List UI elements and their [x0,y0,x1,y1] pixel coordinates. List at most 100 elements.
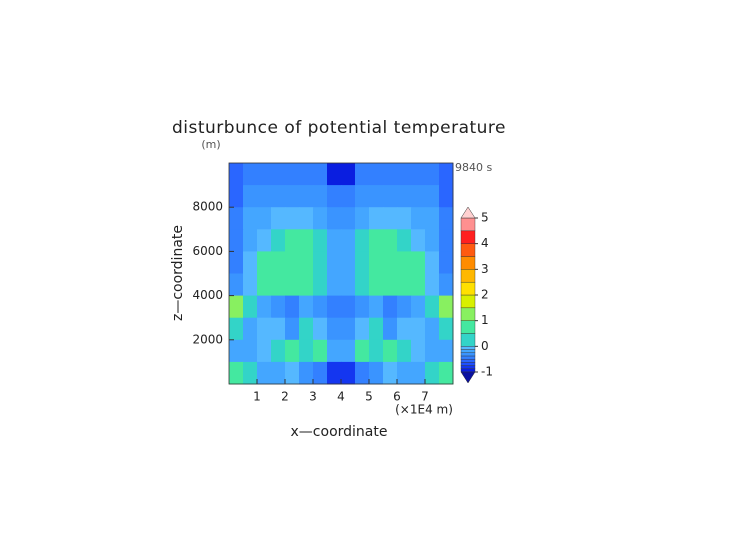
field-cell [299,339,314,363]
field-cell [369,163,384,186]
field-cell [243,163,258,186]
field-cell [439,361,454,385]
field-cell [285,207,300,230]
field-cell [355,273,370,297]
field-cell [313,295,328,319]
field-cell [271,207,286,230]
field-cell [439,295,454,319]
field-cell [257,295,272,319]
field-cell [327,295,342,319]
colorbar-band [460,256,476,270]
field-cell [341,295,356,319]
field-cell [355,361,370,385]
field-cell [257,251,272,274]
field-cell [397,339,412,363]
field-cell [243,273,258,297]
field-cell [229,317,244,341]
colorbar-band [460,320,476,334]
field-cell [439,251,454,274]
y-tick-label: 6000 [192,244,223,258]
colorbar-tick-label: 1 [481,313,489,327]
field-cell [411,339,426,363]
colorbar-band [460,217,476,232]
field-cell [397,295,412,319]
field-cell [285,251,300,274]
colorbar-band [460,294,476,309]
colorbar-band [460,365,476,369]
chart-title: disturbunce of potential temperature [172,118,506,138]
field-cell [257,339,272,363]
x-tick-label: 7 [421,390,429,404]
colorbar-band [460,333,476,347]
field-cell [257,273,272,297]
field-cell [299,207,314,230]
field-cell [369,339,384,363]
field-cell [369,207,384,230]
field-cell [397,163,412,186]
field-cell [313,273,328,297]
field-cell [341,361,356,385]
field-cell [299,163,314,186]
x-tick-label: 1 [253,390,261,404]
field-cell [383,163,398,186]
field-cell [383,273,398,297]
field-cell [243,229,258,252]
field-cell [229,251,244,274]
field-cell [425,361,440,385]
field-cell [369,317,384,341]
field-cell [313,339,328,363]
field-cell [341,251,356,274]
field-cell [285,229,300,252]
field-cell [397,229,412,252]
field-cell [285,295,300,319]
field-cell [355,185,370,208]
field-cell [313,317,328,341]
field-cell [313,185,328,208]
field-cell [229,185,244,208]
colorbar-band [460,355,476,360]
field-cell [355,163,370,186]
field-cell [243,251,258,274]
field-cell [383,251,398,274]
field-cell [369,185,384,208]
field-cell [425,339,440,363]
field-cell [257,317,272,341]
field-cell [411,251,426,274]
field-cell [243,185,258,208]
field-cell [271,317,286,341]
colorbar-band [460,230,476,244]
field-cell [341,339,356,363]
colorbar-band [460,269,476,283]
field-cell [257,207,272,230]
field-cell [313,251,328,274]
field-cell [411,273,426,297]
field-cell [439,273,454,297]
colorbar-band [460,352,476,357]
x-tick-label: 3 [309,390,317,404]
field-cell [439,339,454,363]
field-cell [425,163,440,186]
y-unit-label: (m) [201,138,220,151]
colorbar-band [460,368,476,373]
colorbar-band [460,349,476,353]
field-cell [299,295,314,319]
colorbar-band [460,362,476,366]
field-cell [341,229,356,252]
colorbar-tick-label: 0 [481,339,489,353]
field-cell [425,317,440,341]
field-cell [327,317,342,341]
field-cell [383,317,398,341]
field-cell [257,185,272,208]
x-tick-label: 6 [393,390,401,404]
colorbar-band [460,243,476,257]
field-cell [285,273,300,297]
colorbar-tick-label: 3 [481,262,489,276]
field-cell [229,295,244,319]
y-axis-label: z—coordinate [170,225,186,321]
colorbar-band [460,281,476,296]
field-cell [369,251,384,274]
field-cell [425,295,440,319]
field-cell [341,185,356,208]
field-cell [355,207,370,230]
